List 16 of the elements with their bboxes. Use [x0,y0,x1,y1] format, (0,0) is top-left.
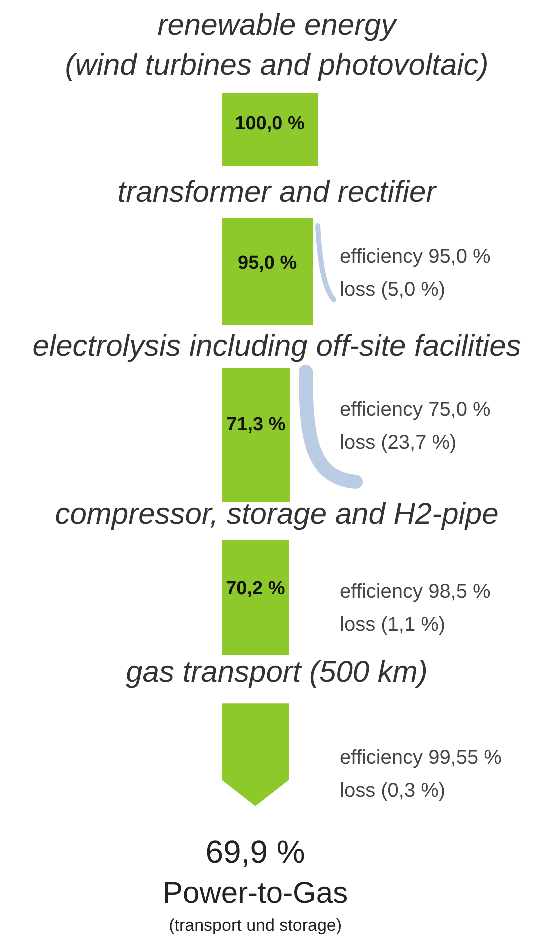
text: Power-to-Gas [163,877,348,910]
data-label: 70,2 % [226,578,286,600]
category-label: electrolysis including off-site facilities [32,330,522,363]
category-label: gas transport (500 km) [126,656,428,689]
text: efficiency 98,5 % loss (1,1 %) [340,581,492,636]
data-label: 69,9 % [206,834,306,870]
data-label: 100,0 % [235,114,305,135]
text: efficiency 75,0 % loss (23,7 %) [340,399,492,454]
text: efficiency 99,55 % loss (0,3 %) [340,747,502,802]
text: (transport und storage) [169,916,342,935]
data-label: 95,0 % [238,252,298,274]
text: efficiency 95,0 % loss (5,0 %) [340,246,492,301]
category-label: renewable energy (wind turbines and photovoltaic) [65,9,489,82]
category-label: transformer and rectifier [118,176,438,209]
data-label: 71,3 % [226,414,286,436]
category-label: compressor, storage and H2-pipe [55,498,499,531]
